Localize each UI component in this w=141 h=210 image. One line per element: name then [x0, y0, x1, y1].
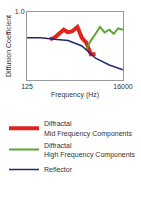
svg-text:Frequency (Hz): Frequency (Hz)	[51, 91, 99, 99]
svg-text:125: 125	[21, 83, 33, 90]
svg-text:Reflector: Reflector	[44, 166, 73, 173]
svg-text:1.0: 1.0	[15, 8, 25, 15]
svg-text:Diffusion Coefficient: Diffusion Coefficient	[5, 15, 12, 77]
svg-text:DiffractalMid Frequency Compon: DiffractalMid Frequency Components	[44, 120, 132, 137]
svg-text:16000: 16000	[113, 83, 133, 90]
svg-text:DiffractalHigh Frequency Compo: DiffractalHigh Frequency Components	[44, 142, 136, 159]
